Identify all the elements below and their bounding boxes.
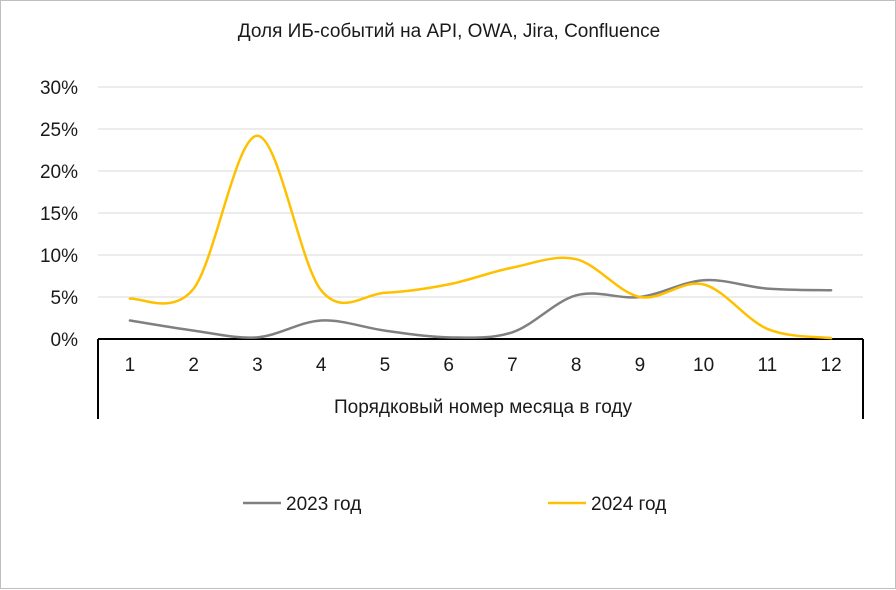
x-tick-label: 6 — [443, 355, 454, 376]
x-axis-tick-labels: 1 2 3 4 5 6 7 8 9 10 11 12 — [125, 355, 842, 376]
y-tick-label: 5% — [51, 288, 79, 309]
series-line-2 — [128, 134, 833, 340]
legend-label: 2023 год — [286, 494, 361, 515]
x-tick-label: 10 — [693, 355, 714, 376]
chart-title: Доля ИБ-событий на API, OWA, Jira, Confl… — [238, 21, 660, 42]
x-tick-label: 5 — [380, 355, 391, 376]
x-tick-label: 7 — [507, 355, 518, 376]
y-axis-tick-labels: 0% 5% 10% 15% 20% 25% 30% — [40, 78, 78, 351]
x-axis-label: Порядковый номер месяца в году — [334, 397, 632, 418]
y-tick-label: 10% — [40, 246, 78, 267]
y-tick-label: 25% — [40, 120, 78, 141]
x-tick-label: 11 — [758, 355, 778, 376]
x-tick-label: 3 — [252, 355, 263, 376]
x-tick-label: 2 — [188, 355, 199, 376]
series-lines — [128, 134, 833, 340]
y-tick-label: 15% — [40, 204, 78, 225]
y-tick-label: 20% — [40, 162, 78, 183]
x-tick-label: 9 — [635, 355, 646, 376]
x-tick-label: 4 — [316, 355, 327, 376]
x-tick-label: 1 — [125, 355, 136, 376]
series-line-1 — [128, 278, 833, 339]
x-tick-label: 12 — [821, 355, 842, 376]
legend: 2023 год 2024 год — [243, 494, 666, 515]
gridlines — [98, 86, 863, 298]
y-tick-label: 30% — [40, 78, 78, 99]
x-tick-label: 8 — [571, 355, 582, 376]
legend-label: 2024 год — [591, 494, 666, 515]
x-axis-box — [97, 338, 864, 419]
y-tick-label: 0% — [51, 330, 79, 351]
